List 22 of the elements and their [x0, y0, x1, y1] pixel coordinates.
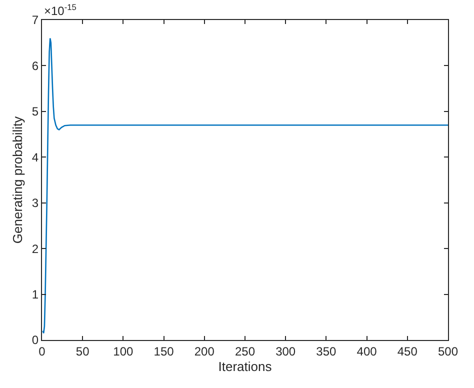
y-axis-title: Generating probability: [10, 116, 25, 244]
x-tick-label: 400: [356, 344, 378, 358]
y-tick-label: 0: [32, 333, 39, 348]
y-tick-label: 6: [32, 58, 39, 73]
line-series: [42, 38, 448, 334]
x-tick-label: 200: [194, 344, 215, 358]
y-tick-label: 2: [32, 242, 39, 256]
x-tick-label: 450: [397, 344, 418, 358]
y-tick-label: 4: [32, 150, 39, 164]
x-axis-title: Iterations: [218, 359, 272, 374]
text: ×10$^{-15}$: [44, 2, 77, 18]
y-tick-label: 1: [32, 287, 39, 302]
x-tick-label: 50: [76, 344, 90, 358]
x-tick-label: 350: [316, 344, 337, 358]
x-tick-label: 100: [113, 344, 134, 358]
y-tick-label: 7: [32, 13, 39, 28]
y-tick-label: 5: [32, 104, 39, 119]
x-tick-label: 300: [276, 344, 296, 358]
x-tick-label: 250: [234, 344, 256, 358]
x-tick-label: 500: [438, 344, 458, 358]
y-tick-label: 3: [32, 196, 39, 210]
x-tick-label: 150: [154, 344, 174, 358]
